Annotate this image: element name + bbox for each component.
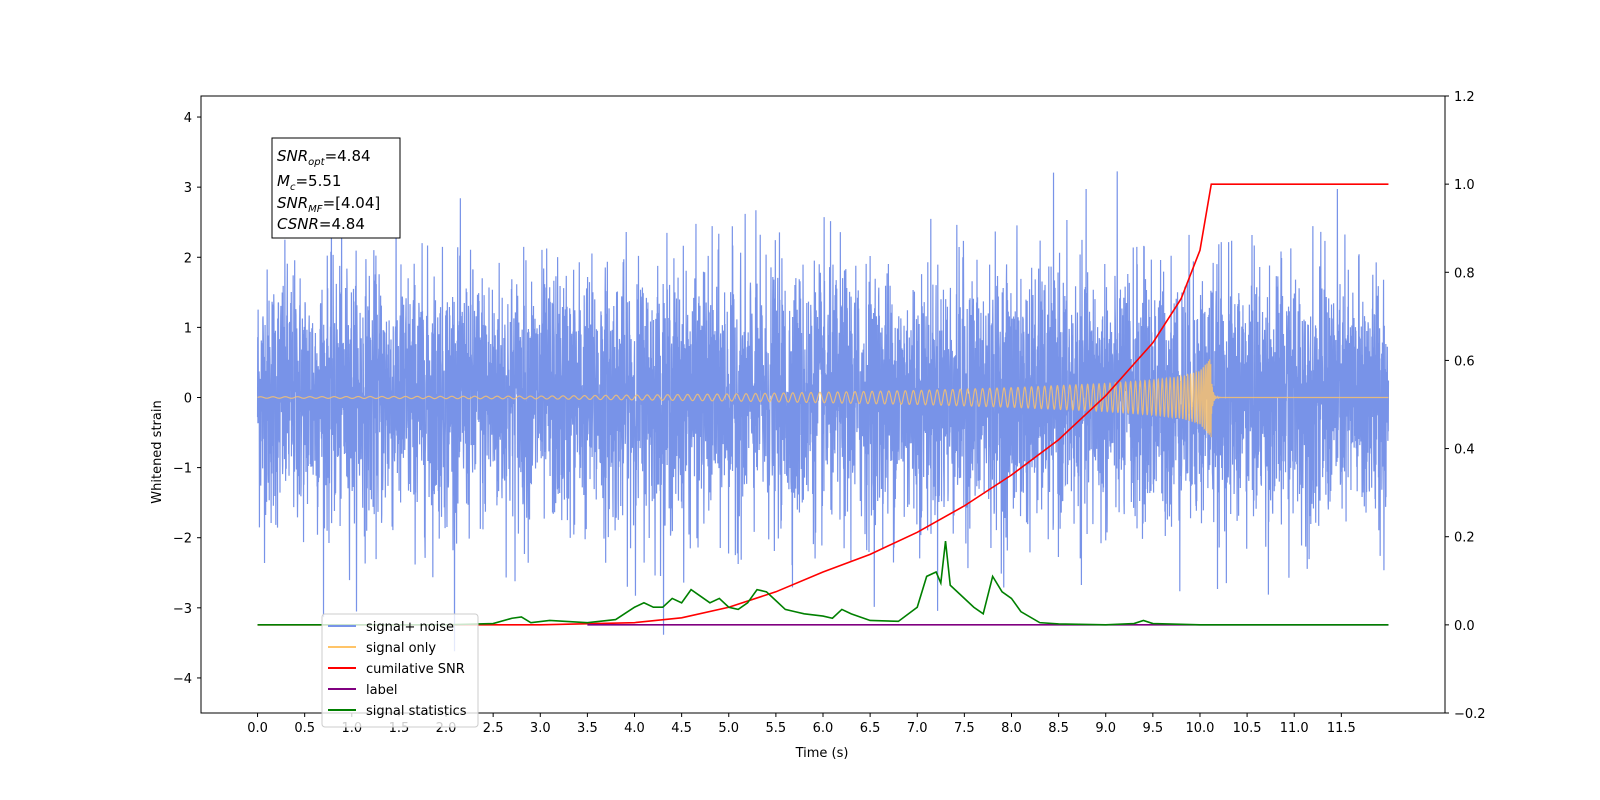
y2-tick-label: 0.4 — [1454, 443, 1475, 458]
plot-area — [256, 171, 1390, 652]
y-tick-label: 4 — [184, 111, 192, 126]
x-tick-label: 6.0 — [813, 721, 834, 736]
legend: signal+ noise signal only cumilative SNR la… — [321, 613, 479, 728]
y-tick-label: −1 — [173, 462, 192, 477]
series-cumilative-snr-line — [257, 183, 1389, 626]
legend-label: signal+ noise — [366, 620, 454, 635]
x-tick-label: 2.5 — [483, 721, 504, 736]
x-tick-label: 6.5 — [860, 721, 881, 736]
annotation-mc: Mc=5.51 — [277, 172, 341, 193]
x-tick-label: 3.5 — [577, 721, 598, 736]
x-tick-label: 3.0 — [530, 721, 551, 736]
y-tick-label: 3 — [184, 181, 192, 196]
annotation-frame — [271, 137, 401, 239]
y-tick-label: 1 — [184, 321, 192, 336]
annotation-csnr-value: =4.84 — [319, 215, 365, 233]
x-tick-label: 8.5 — [1048, 721, 1069, 736]
annotation-box: SNRopt=4.84 Mc=5.51 SNRMF=[4.04] CSNR=4.… — [271, 137, 401, 239]
annotation-mc-value: =5.51 — [295, 172, 341, 190]
y-tick-label: 2 — [184, 251, 192, 266]
legend-frame — [321, 613, 479, 728]
y2-tick-label: 0.6 — [1454, 354, 1475, 369]
annotation-snr-opt-value: =4.84 — [325, 147, 371, 165]
x-tick-label: 5.0 — [718, 721, 739, 736]
y-tick-label: −2 — [173, 532, 192, 547]
axes: 0.0 0.5 1.0 1.5 2.0 2.5 3.0 3.5 4.0 4.5 5.0 5.5 6.0 6… — [173, 90, 1486, 736]
x-tick-label: 0.0 — [247, 721, 268, 736]
x-tick-label: 8.0 — [1001, 721, 1022, 736]
x-tick-label: 11.0 — [1280, 721, 1309, 736]
x-tick-label: 7.5 — [954, 721, 975, 736]
legend-label: label — [366, 683, 397, 698]
y-tick-label: −3 — [173, 602, 192, 617]
x-axis-label: Time (s) — [795, 746, 849, 761]
y2-tick-label: 0.2 — [1454, 531, 1475, 546]
annotation-snr-mf-value: =[4.04] — [323, 194, 381, 212]
legend-label: signal only — [366, 641, 436, 656]
x-tick-label: 11.5 — [1327, 721, 1356, 736]
y2-tick-label: 1.2 — [1454, 90, 1475, 105]
legend-label: cumilative SNR — [366, 662, 465, 677]
x-tick-label: 5.5 — [766, 721, 787, 736]
x-tick-label: 4.5 — [671, 721, 692, 736]
x-tick-label: 4.0 — [624, 721, 645, 736]
series-signal-noise-line — [256, 171, 1390, 652]
y2-tick-label: 0.0 — [1454, 619, 1475, 634]
x-tick-label: 0.5 — [294, 721, 315, 736]
x-tick-label: 7.0 — [907, 721, 928, 736]
legend-label: signal statistics — [366, 704, 467, 719]
y-axis-label: Whitened strain — [150, 400, 165, 503]
series-signal-statistics-line — [257, 541, 1389, 626]
x-tick-label: 9.0 — [1095, 721, 1116, 736]
y2-tick-label: 0.8 — [1454, 266, 1475, 281]
y-tick-label: −4 — [173, 672, 192, 687]
x-tick-label: 9.5 — [1143, 721, 1164, 736]
annotation-snr-mf: SNRMF=[4.04] — [277, 194, 380, 215]
x-tick-label: 10.5 — [1233, 721, 1262, 736]
series-signal-only-line — [257, 359, 1389, 438]
y2-tick-label: 1.0 — [1454, 178, 1475, 193]
x-tick-label: 10.0 — [1185, 721, 1214, 736]
annotation-snr-opt: SNRopt=4.84 — [277, 147, 371, 168]
annotation-csnr: CSNR=4.84 — [277, 215, 365, 233]
y2-tick-label: −0.2 — [1454, 707, 1486, 722]
y-tick-label: 0 — [184, 391, 192, 406]
